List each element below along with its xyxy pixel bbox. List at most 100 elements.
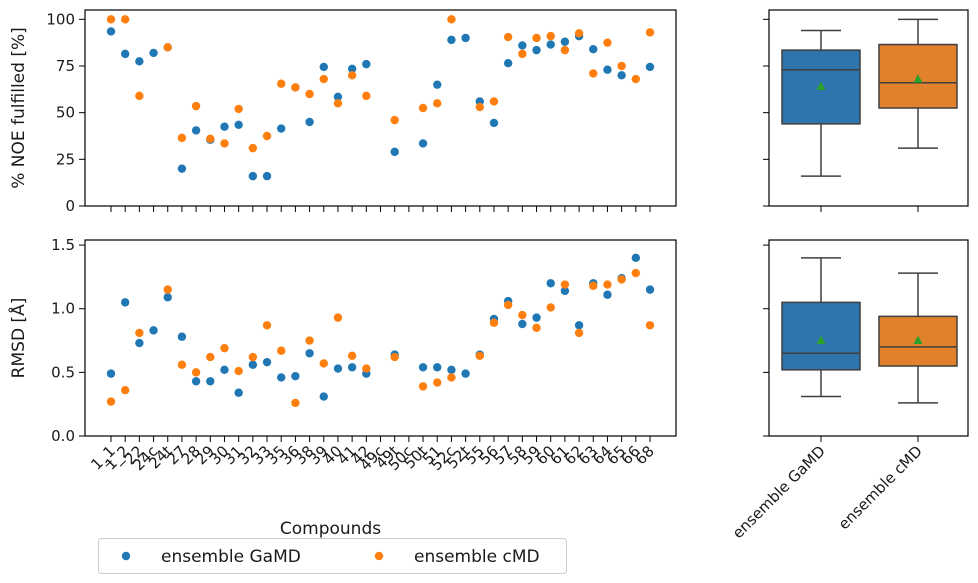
- data-point: [248, 143, 258, 153]
- data-point: [447, 373, 456, 382]
- data-point: [631, 253, 641, 263]
- data-point: [475, 351, 484, 361]
- data-point: [589, 281, 598, 291]
- x-tick-label: 68: [632, 442, 658, 468]
- data-point: [475, 102, 484, 112]
- data-point: [574, 321, 584, 330]
- data-point: [262, 357, 272, 367]
- mean-marker: [913, 74, 923, 83]
- data-point: [447, 15, 456, 24]
- data-point: [291, 83, 300, 92]
- data-point: [191, 126, 201, 135]
- data-point: [390, 147, 399, 157]
- legend-label: ensemble GaMD: [161, 547, 301, 567]
- data-point: [106, 369, 116, 378]
- data-point: [603, 38, 612, 47]
- legend-marker: [121, 551, 131, 561]
- data-point: [603, 280, 612, 289]
- data-point: [532, 313, 541, 322]
- data-point: [447, 365, 456, 375]
- data-point: [220, 139, 229, 148]
- data-point: [574, 328, 584, 338]
- data-point: [319, 74, 328, 84]
- data-point: [191, 377, 201, 386]
- data-point: [234, 120, 243, 129]
- data-point: [277, 373, 286, 382]
- data-point: [163, 293, 172, 302]
- rmsd_box-panel: ensemble GaMD ensemble cMD: [729, 239, 969, 542]
- data-point: [489, 97, 499, 106]
- data-point: [418, 382, 428, 391]
- data-point: [418, 103, 428, 113]
- legend-label: ensemble cMD: [414, 547, 540, 567]
- data-point: [489, 118, 499, 128]
- data-point: [220, 343, 229, 353]
- data-point: [645, 285, 655, 294]
- data-point: [177, 164, 187, 173]
- y-tick-label: 75: [56, 57, 75, 75]
- data-point: [305, 349, 314, 358]
- data-point: [617, 275, 626, 284]
- data-point: [319, 392, 328, 401]
- data-point: [319, 359, 328, 368]
- box-ensemble-cmd: [878, 272, 958, 404]
- data-point: [347, 363, 357, 372]
- data-point: [631, 268, 641, 278]
- box-body: [781, 49, 861, 125]
- data-point: [135, 91, 144, 101]
- data-point: [319, 62, 328, 72]
- box-ensemble-gamd: [781, 257, 861, 398]
- data-point: [177, 360, 187, 369]
- data-point: [645, 28, 655, 37]
- data-point: [347, 351, 357, 361]
- data-point: [177, 133, 187, 143]
- data-point: [362, 59, 371, 69]
- data-point: [277, 124, 286, 133]
- box-ensemble-cmd: [878, 18, 958, 149]
- data-point: [191, 368, 201, 377]
- data-point: [291, 398, 300, 408]
- legend-frame: [98, 538, 567, 574]
- data-point: [248, 360, 258, 369]
- data-point: [106, 27, 116, 36]
- data-point: [489, 318, 499, 327]
- noe_scatter-panel: 0 25 50 75 100 % NOE fulfilled [%]: [9, 9, 677, 215]
- series-ensemble-gamd: [106, 27, 655, 181]
- data-point: [234, 104, 243, 114]
- data-point: [347, 71, 357, 80]
- data-point: [262, 171, 272, 181]
- data-point: [291, 371, 300, 381]
- box-ensemble-gamd: [781, 29, 861, 177]
- data-point: [418, 139, 428, 148]
- data-point: [333, 99, 343, 108]
- data-point: [206, 352, 215, 362]
- data-point: [262, 321, 272, 330]
- data-point: [532, 33, 541, 43]
- data-point: [347, 64, 357, 74]
- legend: ensemble GaMD ensemble cMD: [98, 538, 567, 574]
- y-axis-title: % NOE fulfilled [%]: [9, 27, 29, 189]
- rmsd_box-frame: [768, 239, 969, 437]
- noe_scatter-frame: [84, 9, 677, 207]
- data-point: [191, 101, 201, 111]
- data-point: [560, 280, 570, 289]
- data-point: [589, 69, 598, 78]
- data-point: [206, 377, 215, 386]
- data-point: [248, 352, 258, 362]
- data-point: [177, 332, 187, 341]
- data-point: [277, 79, 286, 88]
- data-point: [503, 300, 513, 310]
- data-point: [206, 134, 215, 143]
- x-tick-label: ensemble cMD: [835, 442, 926, 533]
- data-point: [418, 363, 428, 372]
- rmsd_scatter-frame: [84, 239, 677, 437]
- y-tick-label: 50: [56, 104, 75, 122]
- data-point: [546, 279, 555, 288]
- series-ensemble-cmd: [106, 15, 655, 153]
- data-point: [532, 45, 541, 55]
- data-point: [149, 48, 158, 58]
- data-point: [333, 92, 343, 102]
- y-tick-label: 100: [46, 10, 75, 28]
- data-point: [277, 346, 286, 355]
- data-point: [262, 131, 272, 141]
